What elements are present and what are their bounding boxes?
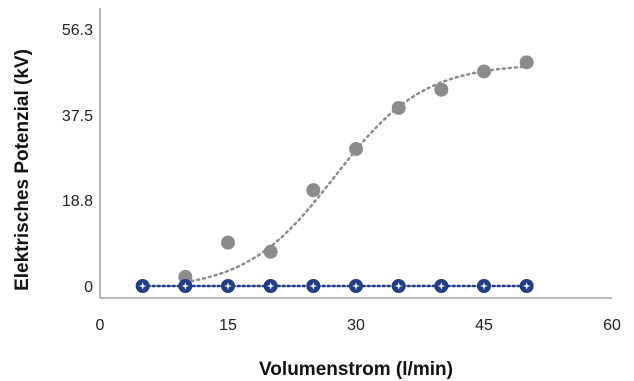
data-point-series-2 [221, 279, 235, 293]
x-axis-title: Volumenstrom (l/min) [259, 359, 453, 380]
data-points [135, 55, 534, 293]
data-point-series-1 [263, 244, 278, 259]
data-point-series-2 [306, 279, 321, 293]
data-point-series-1 [306, 183, 321, 198]
x-tick-label: 15 [219, 317, 237, 334]
data-point-series-2 [519, 279, 534, 293]
data-point-series-2 [477, 279, 491, 293]
y-tick-label: 18.8 [62, 193, 93, 210]
y-tick-label: 56.3 [62, 22, 93, 39]
x-tick-label: 30 [347, 317, 365, 334]
data-point-series-1 [519, 55, 534, 70]
y-axis-title: Elektrisches Potenzial (kV) [12, 49, 33, 291]
data-point-series-1 [434, 82, 449, 97]
data-point-series-1 [391, 100, 406, 115]
data-point-series-2 [263, 279, 278, 293]
data-point-series-1 [221, 235, 235, 250]
axes [99, 8, 612, 299]
data-point-series-1 [349, 142, 363, 157]
x-tick-labels: 0 15 30 45 60 [96, 317, 621, 334]
data-point-series-2 [391, 279, 406, 293]
y-tick-labels: 0 18.8 37.5 56.3 [62, 22, 93, 296]
trendlines [141, 65, 528, 288]
x-tick-label: 45 [475, 317, 493, 334]
y-tick-label: 37.5 [62, 108, 93, 125]
x-tick-label: 60 [603, 317, 621, 334]
x-tick-label: 0 [96, 317, 105, 334]
data-point-series-2 [349, 279, 363, 293]
trendline-series-1 [184, 65, 528, 284]
data-point-series-2 [135, 279, 150, 293]
data-point-series-2 [178, 279, 193, 293]
data-point-series-2 [434, 279, 449, 293]
y-tick-label: 0 [84, 279, 93, 296]
data-point-series-1 [477, 64, 491, 79]
